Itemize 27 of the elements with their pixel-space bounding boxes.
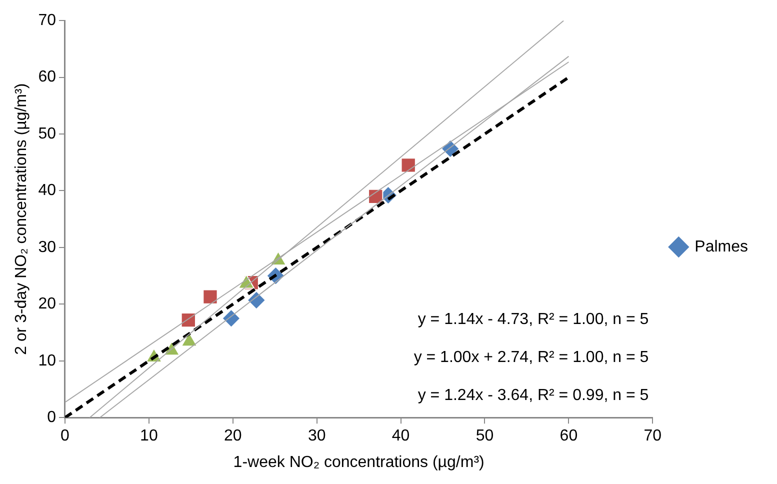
y-tick-label: 20 bbox=[38, 296, 56, 313]
y-tick-label: 0 bbox=[47, 409, 56, 426]
x-tick-label: 0 bbox=[60, 428, 70, 445]
point bbox=[222, 308, 241, 328]
x-tick-label: 70 bbox=[644, 428, 662, 445]
y-tick-label: 30 bbox=[38, 238, 56, 256]
point bbox=[202, 289, 218, 304]
x-tick-label: 40 bbox=[392, 428, 410, 445]
point bbox=[246, 290, 266, 310]
y-tick-label: 50 bbox=[38, 125, 56, 142]
point bbox=[180, 312, 196, 328]
y-axis-title: 2 or 3-day NO₂ concentrations (µg/m³) bbox=[13, 83, 30, 355]
point bbox=[400, 158, 416, 173]
legend-label: Palmes bbox=[694, 238, 748, 256]
y-tick-label: 40 bbox=[38, 182, 56, 200]
annotation: y = 1.14x - 4.73, R² = 1.00, n = 5 bbox=[418, 311, 649, 328]
y-tick-label: 60 bbox=[38, 68, 56, 86]
x-tick-label: 20 bbox=[224, 428, 242, 445]
x-tick-label: 30 bbox=[308, 428, 326, 445]
x-axis-title: 1-week NO₂ concentrations (µg/m³) bbox=[233, 454, 484, 471]
y-tick-label: 10 bbox=[38, 352, 56, 370]
annotation: y = 1.24x - 3.64, R² = 0.99, n = 5 bbox=[418, 387, 649, 404]
x-tick-label: 50 bbox=[476, 428, 494, 445]
x-tick-label: 10 bbox=[140, 428, 158, 445]
y-tick-label: 70 bbox=[38, 12, 56, 30]
annotation: y = 1.00x + 2.74, R² = 1.00, n = 5 bbox=[414, 349, 649, 366]
x-tick-label: 60 bbox=[560, 428, 578, 445]
